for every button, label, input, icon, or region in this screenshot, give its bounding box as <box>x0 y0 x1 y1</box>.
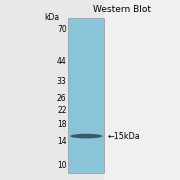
Bar <box>104 0 180 180</box>
Text: 26: 26 <box>57 94 67 103</box>
Text: 14: 14 <box>57 137 67 146</box>
Text: 70: 70 <box>57 25 67 34</box>
Text: 22: 22 <box>57 106 67 115</box>
Text: 44: 44 <box>57 57 67 66</box>
Text: kDa: kDa <box>44 13 59 22</box>
Text: 10: 10 <box>57 161 67 170</box>
Ellipse shape <box>70 134 103 138</box>
Bar <box>68 18 104 173</box>
Text: 33: 33 <box>57 77 67 86</box>
Text: 18: 18 <box>57 120 67 129</box>
Text: ←15kDa: ←15kDa <box>108 132 141 141</box>
Text: Western Blot: Western Blot <box>93 5 151 14</box>
